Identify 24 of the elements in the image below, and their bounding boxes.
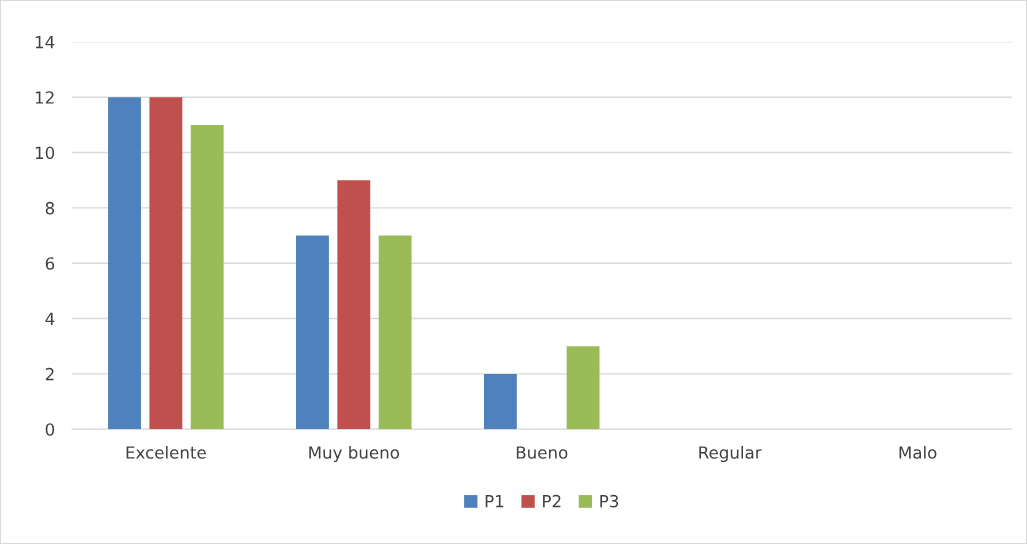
x-tick-label: Muy bueno <box>309 445 400 463</box>
y-tick-label: 0 <box>45 423 55 436</box>
y-tick-label: 8 <box>45 201 55 215</box>
y-tick-label: 10 <box>35 146 55 160</box>
x-tick-label: Bueno <box>516 446 568 459</box>
bar <box>566 346 600 430</box>
bar <box>296 235 329 430</box>
bar <box>190 124 224 430</box>
bar <box>149 97 183 430</box>
y-tick-label: 14 <box>35 36 55 49</box>
y-tick-label: 6 <box>45 257 55 270</box>
x-tick-label: Excelente <box>126 445 206 459</box>
legend-label: P1 <box>485 495 504 508</box>
bar <box>108 97 141 430</box>
y-tick-label: 12 <box>35 91 54 104</box>
y-tick-label: 2 <box>45 367 54 381</box>
x-tick-label: Regular <box>699 445 762 463</box>
bar <box>483 373 517 430</box>
legend-label: P3 <box>600 494 619 508</box>
bar <box>378 235 412 430</box>
legend-label: P2 <box>543 494 561 508</box>
bar <box>337 180 371 430</box>
x-tick-label: Malo <box>899 445 937 459</box>
y-tick-label: 4 <box>45 312 55 325</box>
